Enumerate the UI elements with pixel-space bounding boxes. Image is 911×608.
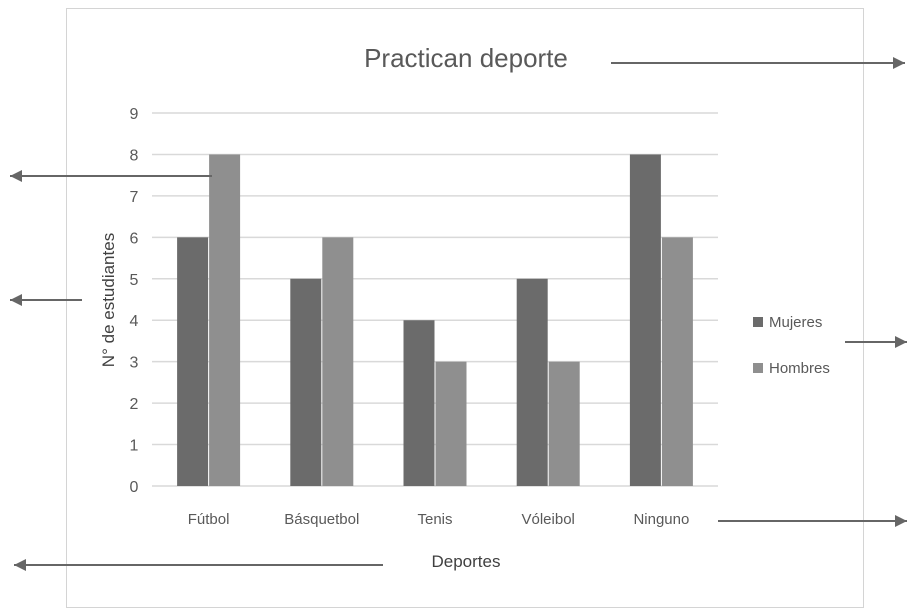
x-tick-label: Ninguno [633, 511, 689, 528]
y-tick-label: 4 [130, 313, 139, 330]
bar-hombres [322, 237, 353, 486]
bar-hombres [209, 154, 240, 486]
x-category-labels: Fútbol Básquetbol Tenis Vóleibol Ninguno [188, 511, 690, 528]
bar-hombres [436, 362, 467, 486]
y-tick-label: 9 [130, 106, 139, 123]
legend-label: Hombres [769, 360, 830, 377]
legend-swatch [753, 317, 763, 327]
chart-title: Practican deporte [364, 43, 568, 73]
y-tick-label: 8 [130, 147, 139, 164]
x-tick-label: Fútbol [188, 511, 230, 528]
bar-hombres [662, 237, 693, 486]
y-tick-label: 3 [130, 355, 139, 372]
y-tick-label: 5 [130, 272, 139, 289]
y-axis-label: N° de estudiantes [99, 233, 118, 367]
bar-mujeres [404, 320, 435, 486]
annotation-arrow [718, 515, 907, 527]
bar-mujeres [517, 279, 548, 486]
y-tick-label: 2 [130, 396, 139, 413]
y-tick-label: 0 [130, 479, 139, 496]
y-tick-label: 7 [130, 189, 139, 206]
x-tick-label: Vóleibol [522, 511, 575, 528]
x-tick-label: Básquetbol [284, 511, 359, 528]
annotation-arrow [611, 57, 905, 69]
y-tick-labels: 0 1 2 3 4 5 6 7 8 9 [130, 106, 139, 496]
bar-mujeres [630, 154, 661, 486]
annotation-arrow [845, 336, 907, 348]
y-tick-label: 6 [130, 230, 139, 247]
annotation-arrow [10, 294, 82, 306]
bar-mujeres [290, 279, 321, 486]
y-tick-label: 1 [130, 438, 139, 455]
annotation-arrow [14, 559, 383, 571]
legend-label: Mujeres [769, 314, 822, 331]
annotation-arrow [10, 170, 212, 182]
legend-swatch [753, 363, 763, 373]
x-tick-label: Tenis [417, 511, 452, 528]
legend: Mujeres Hombres [753, 314, 830, 377]
bar-mujeres [177, 237, 208, 486]
bar-hombres [549, 362, 580, 486]
x-axis-label: Deportes [432, 552, 501, 571]
